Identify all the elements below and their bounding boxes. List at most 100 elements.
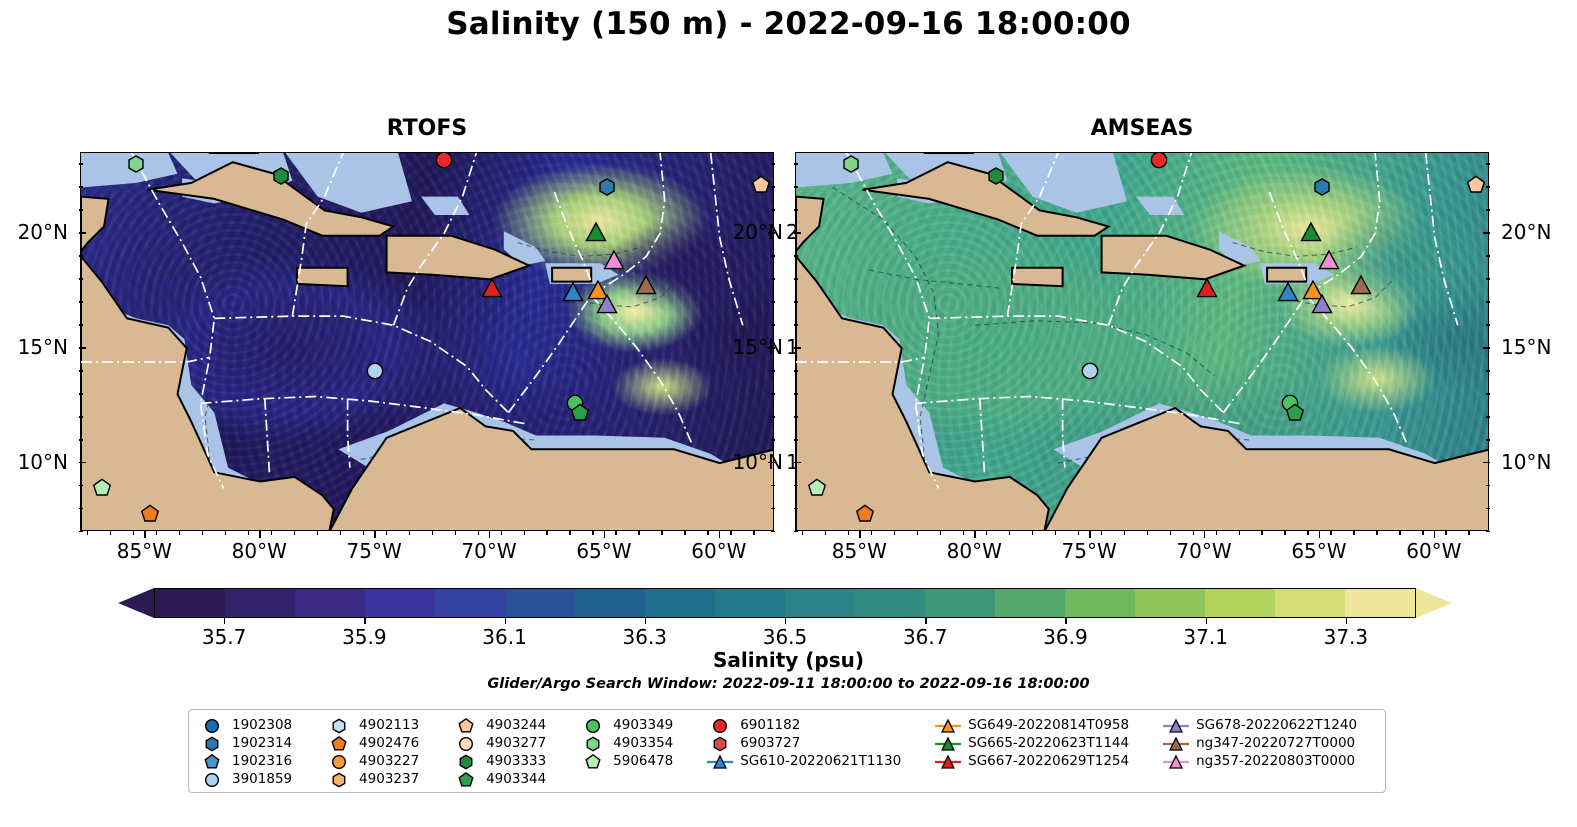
legend-item-4903344[interactable]: 4903344 — [453, 771, 564, 789]
y-axis-left-amseas: 10°N 15°N 20°N — [733, 152, 801, 533]
y-tick-minor — [771, 416, 775, 418]
map-marker-4902476[interactable] — [139, 503, 160, 524]
legend-item-1902316[interactable]: 1902316 — [199, 753, 310, 771]
map-marker-SG667-20220629T1254[interactable] — [1196, 277, 1219, 300]
x-tick-minor — [431, 531, 433, 535]
legend-item-SG667-20220629T1254[interactable]: SG667-20220629T1254 — [935, 753, 1147, 771]
map-marker-4903333[interactable] — [985, 165, 1006, 186]
colorbar-tick-label: 35.7 — [201, 625, 247, 649]
x-tick-minor — [1422, 531, 1424, 535]
map-marker-4903244[interactable] — [751, 175, 772, 196]
glider-icon — [1163, 754, 1190, 769]
y-tick-minor — [771, 186, 775, 188]
y-tick-minor — [771, 278, 775, 280]
legend-item-SG610-20220621T1130[interactable]: SG610-20220621T1130 — [707, 753, 919, 771]
legend-item-1902314[interactable]: 1902314 — [199, 735, 310, 753]
map-marker-4903344[interactable] — [569, 402, 590, 423]
map-marker-3901859[interactable] — [365, 361, 386, 382]
colorbar-tick — [1065, 618, 1067, 624]
legend[interactable]: 1902308 1902314 1902316 3901859 4902113 49024… — [188, 709, 1386, 793]
legend-item-4903349[interactable]: 4903349 — [580, 717, 691, 735]
land-polygon — [296, 266, 349, 288]
legend-item-4902476[interactable]: 4902476 — [326, 735, 437, 753]
map-marker-SG649-20220814T0958[interactable] — [587, 279, 610, 302]
map-marker-ng347-20220727T0000[interactable] — [1350, 274, 1373, 298]
legend-item-SG665-20220623T1144[interactable]: SG665-20220623T1144 — [935, 735, 1147, 753]
map-marker-SG649-20220814T0958[interactable] — [1302, 279, 1325, 302]
triangle-icon — [1163, 736, 1190, 752]
eez-boundary — [1061, 398, 1066, 468]
map-marker-1902314[interactable] — [597, 177, 618, 198]
legend-item-SG649-20220814T0958[interactable]: SG649-20220814T0958 — [935, 717, 1147, 735]
legend-label: 6903727 — [740, 735, 801, 752]
map-marker-5906478[interactable] — [806, 478, 827, 499]
map-marker-4903244[interactable] — [1466, 175, 1487, 196]
glider-icon — [935, 754, 962, 769]
map-marker-4903354[interactable] — [841, 154, 862, 175]
legend-item-4903333[interactable]: 4903333 — [453, 753, 564, 771]
colorbar-band-7 — [645, 589, 715, 617]
map-rtofs[interactable] — [80, 152, 774, 531]
map-marker-SG678-20220622T1240[interactable] — [596, 293, 619, 316]
pentagon-glyph — [585, 753, 601, 769]
x-tick-minor — [201, 531, 204, 535]
map-marker-SG610-20220621T1130[interactable] — [561, 281, 584, 305]
colorbar-band-12 — [995, 589, 1065, 617]
map-marker-4903354[interactable] — [126, 154, 147, 175]
legend-item-5906478[interactable]: 5906478 — [580, 753, 691, 771]
colorbar-band-9 — [785, 589, 855, 617]
legend-label: 4903354 — [613, 735, 674, 752]
colorbar-tick — [504, 618, 506, 624]
y-tick-minor — [794, 255, 798, 257]
x-tick-label: 75°W — [1061, 539, 1117, 563]
map-marker-6901182[interactable] — [1149, 153, 1170, 170]
x-tick-minor — [1192, 531, 1194, 535]
x-tick-minor — [1146, 531, 1148, 535]
legend-item-ng357-20220803T0000[interactable]: ng357-20220803T0000 — [1163, 753, 1375, 771]
map-marker-SG667-20220629T1254[interactable] — [481, 277, 504, 300]
legend-item-ng347-20220727T0000[interactable]: ng347-20220727T0000 — [1163, 735, 1375, 753]
legend-item-SG678-20220622T1240[interactable]: SG678-20220622T1240 — [1163, 717, 1375, 735]
colorbar-band-6 — [575, 589, 645, 617]
legend-item-1902308[interactable]: 1902308 — [199, 717, 310, 735]
legend-item-6901182[interactable]: 6901182 — [707, 717, 919, 735]
colorbar-band-4 — [435, 589, 505, 617]
map-marker-4903344[interactable] — [1284, 402, 1305, 423]
map-amseas[interactable] — [795, 152, 1489, 531]
map-marker-4902476[interactable] — [854, 503, 875, 524]
map-marker-SG610-20220621T1130[interactable] — [1276, 281, 1299, 305]
eez-boundary — [81, 356, 210, 363]
y-tick — [768, 462, 775, 464]
y-tick — [794, 347, 801, 349]
legend-item-4903227[interactable]: 4903227 — [326, 753, 437, 771]
map-marker-ng357-20220803T0000[interactable] — [603, 249, 626, 272]
legend-item-3901859[interactable]: 3901859 — [199, 771, 310, 789]
legend-label: 4902476 — [359, 735, 420, 752]
legend-item-4903277[interactable]: 4903277 — [453, 735, 564, 753]
map-marker-SG665-20220623T1144[interactable] — [1299, 221, 1322, 245]
map-marker-ng357-20220803T0000[interactable] — [1318, 249, 1341, 272]
x-tick — [1089, 531, 1091, 538]
map-marker-3901859[interactable] — [1080, 361, 1101, 382]
map-marker-6901182[interactable] — [434, 153, 455, 170]
map-marker-ng347-20220727T0000[interactable] — [635, 274, 658, 298]
legend-item-6903727[interactable]: 6903727 — [707, 735, 919, 753]
circle-icon — [199, 772, 225, 788]
map-marker-SG665-20220623T1144[interactable] — [584, 221, 607, 245]
hexagon-icon — [326, 718, 352, 734]
shelf-polygon — [503, 231, 546, 266]
legend-item-4902113[interactable]: 4902113 — [326, 717, 437, 735]
legend-label: SG610-20220621T1130 — [740, 753, 902, 770]
legend-item-4903354[interactable]: 4903354 — [580, 735, 691, 753]
map-marker-SG678-20220622T1240[interactable] — [1311, 293, 1334, 316]
colorbar-tick-label: 36.3 — [622, 625, 668, 649]
y-tick-minor — [79, 278, 83, 280]
legend-item-4903244[interactable]: 4903244 — [453, 717, 564, 735]
y-tick-minor — [1486, 531, 1490, 533]
map-canvas-rtofs — [81, 153, 773, 530]
pentagon-glyph — [140, 504, 160, 522]
map-marker-1902314[interactable] — [1312, 177, 1333, 198]
map-marker-4903333[interactable] — [270, 165, 291, 186]
legend-item-4903237[interactable]: 4903237 — [326, 771, 437, 789]
map-marker-5906478[interactable] — [91, 478, 112, 499]
